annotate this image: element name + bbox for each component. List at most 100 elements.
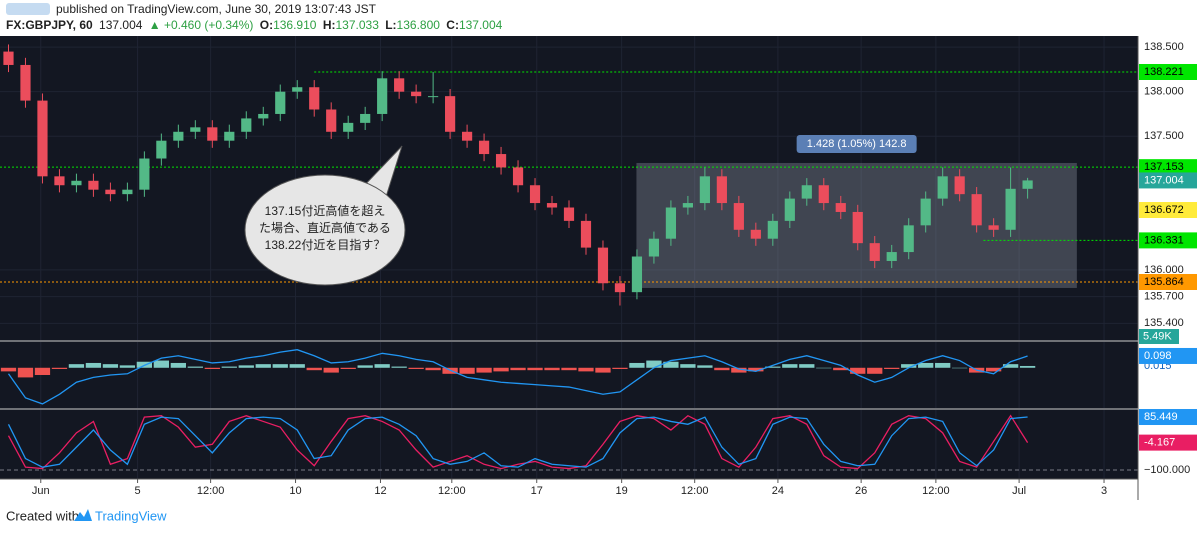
histogram-bar bbox=[578, 367, 594, 372]
price-badge bbox=[1139, 434, 1197, 451]
candle-body bbox=[631, 256, 643, 293]
histogram-bar bbox=[935, 362, 951, 368]
candle-body bbox=[54, 176, 65, 186]
candle-body bbox=[428, 96, 439, 98]
histogram-bar bbox=[238, 365, 254, 368]
x-tick-label: 17 bbox=[531, 485, 543, 497]
candle-body bbox=[1005, 188, 1016, 230]
y-tick-label: 137.500 bbox=[1144, 130, 1184, 142]
annotation-line: 138.22付近を目指す？ bbox=[265, 237, 386, 252]
candle-body bbox=[495, 154, 507, 168]
histogram-bar bbox=[170, 362, 186, 368]
candle-body bbox=[88, 180, 99, 190]
annotation-line: た場合、直近高値である bbox=[259, 220, 391, 235]
histogram-bar bbox=[680, 364, 696, 368]
ohlc-value: 136.800 bbox=[397, 18, 441, 32]
histogram-bar bbox=[119, 365, 136, 368]
candle-body bbox=[767, 220, 778, 239]
candle-body bbox=[394, 78, 405, 92]
candle-body bbox=[71, 180, 82, 186]
ohlc-value: 137.004 bbox=[459, 18, 503, 32]
candle-body bbox=[937, 176, 948, 199]
price-badge bbox=[1139, 159, 1197, 176]
histogram-bar bbox=[187, 366, 203, 368]
histogram-bar bbox=[340, 367, 356, 369]
x-tick-label: 24 bbox=[772, 485, 784, 497]
symbol: FX:GBPJPY, 60 bbox=[6, 18, 93, 32]
footer-created: Created with bbox=[6, 508, 79, 523]
candle-body bbox=[377, 78, 388, 114]
candle-body bbox=[903, 225, 914, 253]
histogram-bar bbox=[476, 367, 492, 373]
candle-body bbox=[869, 243, 880, 261]
candle-body bbox=[886, 252, 897, 261]
plot-background bbox=[0, 36, 1138, 479]
candle-body bbox=[614, 283, 626, 293]
histogram-bar bbox=[153, 360, 170, 368]
candle-body bbox=[411, 91, 422, 97]
histogram-bar bbox=[544, 367, 560, 371]
histogram-bar bbox=[901, 364, 917, 368]
histogram-bar bbox=[527, 367, 543, 371]
candle-body bbox=[920, 198, 931, 226]
histogram-bar bbox=[918, 362, 934, 368]
candle-body bbox=[445, 96, 456, 132]
histogram-bar bbox=[561, 367, 577, 371]
histogram-bar bbox=[663, 361, 679, 368]
y-tick-label: −100.000 bbox=[1144, 464, 1190, 476]
price-badge-label: 137.004 bbox=[1144, 174, 1184, 186]
x-tick-label: 12:00 bbox=[922, 485, 950, 497]
x-tick-label: Jun bbox=[32, 485, 50, 497]
candle-body bbox=[1022, 180, 1033, 189]
histogram-bar bbox=[985, 367, 1002, 372]
candle-body bbox=[190, 127, 201, 132]
histogram-bar bbox=[0, 367, 17, 372]
price-badge-label: 85.449 bbox=[1144, 411, 1178, 423]
histogram-bar bbox=[629, 362, 645, 368]
y-tick-label: 138.000 bbox=[1144, 86, 1184, 98]
candle-body bbox=[733, 203, 744, 230]
ohlc-value: 136.910 bbox=[273, 18, 317, 32]
candle-body bbox=[801, 185, 812, 199]
histogram-bar bbox=[85, 362, 102, 368]
price-badge-label: 138.221 bbox=[1144, 66, 1184, 78]
candle-body bbox=[597, 247, 609, 284]
candle-body bbox=[580, 220, 592, 248]
candle-body bbox=[122, 189, 133, 195]
x-tick-label: Jul bbox=[1012, 485, 1026, 497]
bubble-join bbox=[361, 190, 384, 200]
histogram-bar bbox=[697, 365, 713, 368]
histogram-bar bbox=[1002, 364, 1019, 368]
x-tick-label: 12:00 bbox=[197, 485, 225, 497]
y-tick-label: 135.700 bbox=[1144, 291, 1184, 303]
candle-body bbox=[529, 185, 541, 204]
change: ▲ +0.460 (+0.34%) bbox=[149, 18, 254, 32]
histogram-bar bbox=[374, 364, 390, 368]
symbol-line: FX:GBPJPY, 60 137.004 ▲ +0.460 (+0.34%) … bbox=[6, 18, 503, 32]
candle-body bbox=[546, 203, 558, 208]
candle-body bbox=[241, 118, 252, 132]
candle-body bbox=[224, 131, 235, 141]
candle-body bbox=[988, 225, 999, 230]
range-label-bg bbox=[796, 134, 917, 153]
bubble bbox=[244, 174, 406, 286]
last-price: 137.004 bbox=[99, 18, 143, 32]
indicator-line bbox=[7, 416, 1028, 468]
histogram-bar bbox=[1019, 365, 1036, 368]
blurred-username bbox=[6, 3, 50, 15]
y-tick-label: 138.500 bbox=[1144, 41, 1184, 53]
candle-body bbox=[173, 131, 184, 141]
candle-body bbox=[207, 127, 218, 141]
candle-body bbox=[275, 91, 286, 114]
candle-body bbox=[699, 176, 710, 204]
histogram-bar bbox=[51, 367, 68, 369]
histogram-bar bbox=[102, 364, 119, 368]
ohlc-label: C: bbox=[446, 18, 459, 32]
histogram-bar bbox=[884, 367, 900, 369]
candle-body bbox=[716, 176, 727, 204]
candle-body bbox=[784, 198, 795, 221]
range-label: 1.428 (1.05%) 142.8 bbox=[807, 138, 907, 150]
candle-body bbox=[852, 211, 863, 244]
histogram-bar bbox=[425, 367, 441, 371]
